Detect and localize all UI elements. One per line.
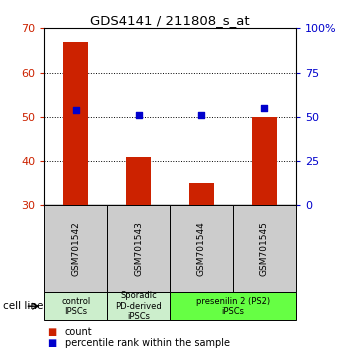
Bar [189, 183, 214, 205]
Bar [252, 117, 277, 205]
Text: count: count [65, 327, 92, 337]
Text: GSM701544: GSM701544 [197, 221, 206, 276]
Text: GSM701543: GSM701543 [134, 221, 143, 276]
Text: ■: ■ [48, 338, 57, 348]
Text: Sporadic
PD-derived
iPSCs: Sporadic PD-derived iPSCs [115, 291, 162, 321]
Point [73, 107, 78, 113]
Text: cell line: cell line [3, 301, 44, 311]
Bar [126, 156, 151, 205]
Text: GSM701542: GSM701542 [71, 221, 80, 276]
Text: percentile rank within the sample: percentile rank within the sample [65, 338, 230, 348]
Point [199, 112, 204, 118]
Text: GSM701545: GSM701545 [260, 221, 269, 276]
Title: GDS4141 / 211808_s_at: GDS4141 / 211808_s_at [90, 14, 250, 27]
Text: ■: ■ [48, 327, 57, 337]
Text: presenilin 2 (PS2)
iPSCs: presenilin 2 (PS2) iPSCs [196, 297, 270, 316]
Point [136, 112, 141, 118]
Text: control
IPSCs: control IPSCs [61, 297, 90, 316]
Point [262, 105, 267, 111]
Bar [63, 42, 88, 205]
